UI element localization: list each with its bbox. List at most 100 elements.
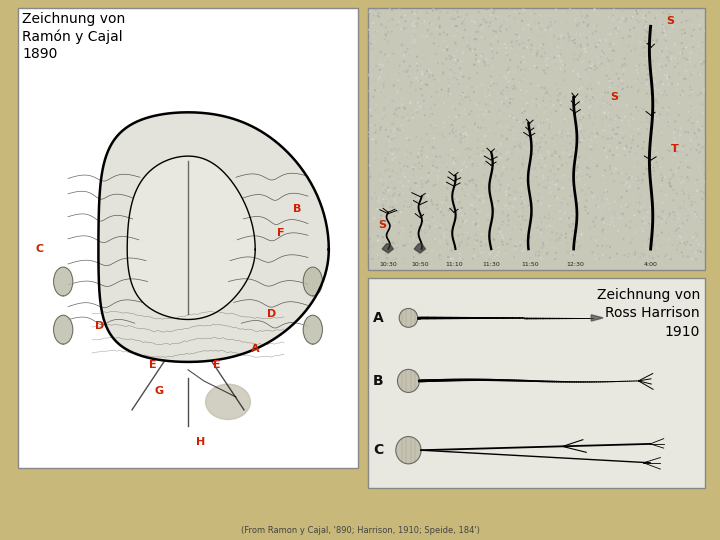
Point — [480, 123, 491, 132]
Text: 11:10: 11:10 — [445, 262, 463, 267]
Point — [392, 207, 403, 216]
Point — [651, 110, 662, 118]
Point — [683, 191, 695, 199]
Point — [672, 126, 684, 135]
Point — [393, 18, 405, 26]
Point — [517, 215, 528, 224]
Point — [544, 201, 555, 210]
Point — [560, 143, 572, 151]
Point — [567, 66, 579, 75]
Point — [555, 217, 567, 226]
Point — [555, 99, 567, 107]
Point — [460, 217, 472, 225]
Point — [683, 163, 694, 171]
Point — [388, 239, 400, 248]
Point — [515, 144, 526, 152]
Point — [366, 67, 377, 76]
Point — [573, 153, 585, 162]
Point — [508, 82, 520, 91]
Point — [528, 62, 540, 70]
Point — [487, 48, 498, 56]
Point — [650, 197, 662, 205]
Point — [434, 25, 446, 34]
Point — [636, 80, 647, 89]
Point — [464, 16, 475, 24]
Point — [597, 132, 608, 141]
Point — [604, 253, 616, 262]
Point — [542, 176, 554, 185]
Point — [533, 122, 544, 131]
Point — [660, 191, 672, 200]
Point — [646, 189, 657, 198]
Point — [585, 80, 596, 89]
Point — [536, 134, 547, 143]
Point — [590, 141, 601, 150]
Point — [454, 249, 466, 258]
Point — [372, 232, 384, 240]
Point — [638, 21, 649, 29]
Point — [485, 18, 496, 27]
Point — [643, 32, 654, 41]
Point — [606, 78, 618, 87]
Point — [600, 36, 612, 44]
Point — [449, 222, 461, 231]
Point — [629, 18, 640, 27]
Point — [592, 158, 603, 167]
Point — [365, 121, 377, 130]
Point — [444, 216, 456, 225]
Point — [575, 75, 586, 83]
Point — [459, 93, 471, 102]
Point — [693, 42, 704, 51]
Point — [462, 218, 473, 227]
Point — [424, 221, 436, 230]
Point — [390, 105, 402, 113]
Point — [410, 86, 421, 94]
Point — [365, 39, 377, 48]
Point — [539, 202, 551, 211]
Point — [643, 9, 654, 17]
Point — [603, 109, 614, 117]
Point — [519, 5, 531, 14]
Point — [468, 60, 480, 69]
Point — [543, 214, 554, 223]
Point — [603, 88, 614, 97]
Point — [411, 74, 423, 83]
Point — [513, 154, 525, 163]
Polygon shape — [382, 244, 393, 253]
Point — [498, 233, 509, 242]
Point — [383, 58, 395, 66]
Point — [607, 56, 618, 65]
Point — [603, 238, 615, 247]
Point — [598, 93, 610, 102]
Point — [583, 184, 595, 192]
Point — [597, 216, 608, 225]
Point — [621, 170, 632, 178]
Point — [438, 179, 450, 188]
Point — [593, 153, 604, 162]
Point — [530, 254, 541, 262]
Point — [585, 99, 597, 108]
Point — [685, 164, 696, 173]
Point — [680, 127, 691, 136]
Point — [575, 93, 586, 102]
Point — [410, 179, 422, 187]
Point — [469, 220, 480, 228]
Point — [502, 102, 513, 111]
Point — [577, 130, 588, 139]
Point — [640, 11, 652, 20]
Point — [398, 241, 410, 250]
Point — [582, 20, 594, 29]
Point — [580, 48, 591, 56]
Point — [493, 243, 505, 252]
Point — [424, 71, 436, 79]
Bar — [18, 8, 358, 468]
Point — [549, 244, 560, 252]
Point — [617, 199, 629, 208]
Point — [519, 236, 531, 245]
Point — [552, 85, 564, 93]
Point — [555, 105, 567, 114]
Point — [666, 52, 678, 60]
Point — [472, 235, 483, 244]
Point — [395, 178, 407, 186]
Point — [630, 198, 642, 207]
